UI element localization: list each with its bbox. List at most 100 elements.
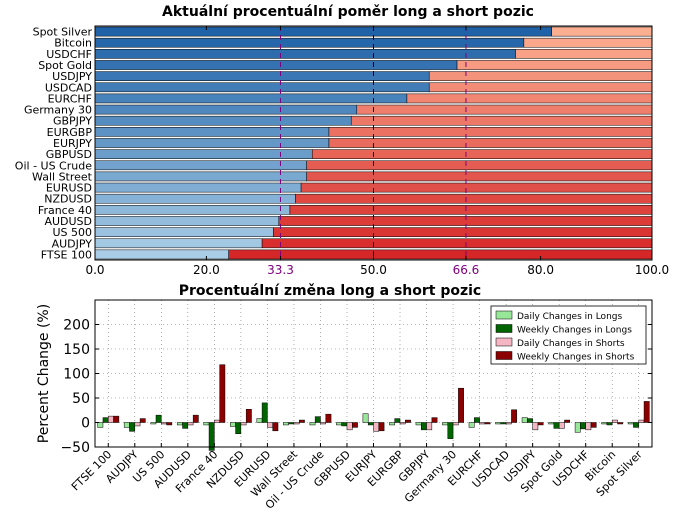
change-bar bbox=[511, 409, 517, 423]
legend-swatch bbox=[495, 337, 513, 347]
change-bar bbox=[590, 422, 597, 428]
y-tick-label: 150 bbox=[63, 342, 90, 358]
category-label: Oil - US Crude bbox=[15, 159, 92, 172]
change-bar bbox=[532, 422, 539, 431]
legend-label: Weekly Changes in Longs bbox=[517, 326, 632, 336]
y-tick-label: 0 bbox=[81, 416, 90, 432]
change-bar bbox=[108, 415, 114, 423]
change-bar bbox=[166, 422, 173, 426]
change-bar bbox=[134, 422, 141, 427]
category-label: Spot Silver bbox=[33, 26, 93, 39]
change-bar bbox=[192, 414, 199, 423]
category-label: GBPUSD bbox=[46, 148, 92, 161]
short-bar bbox=[295, 193, 653, 204]
category-label: AUDUSD bbox=[44, 215, 92, 228]
category-label: France 40 bbox=[38, 204, 92, 217]
long-bar bbox=[94, 193, 296, 204]
change-bar bbox=[203, 422, 210, 426]
short-bar bbox=[278, 216, 653, 226]
legend-swatch bbox=[495, 324, 513, 333]
change-bar bbox=[617, 422, 624, 425]
short-bar bbox=[428, 82, 653, 93]
short-bar bbox=[228, 249, 653, 260]
change-bar bbox=[611, 419, 618, 423]
legend-swatch bbox=[495, 351, 513, 360]
change-bar bbox=[208, 422, 215, 451]
change-bar bbox=[155, 414, 162, 423]
change-bar bbox=[442, 422, 449, 426]
change-bar bbox=[139, 418, 146, 423]
change-bar bbox=[627, 422, 634, 425]
long-bar bbox=[94, 138, 330, 148]
y-tick-label: 200 bbox=[63, 318, 90, 334]
change-bar bbox=[500, 422, 507, 425]
long-bar bbox=[94, 49, 516, 59]
legend-label: Daily Changes in Longs bbox=[517, 312, 622, 322]
change-bar bbox=[182, 422, 189, 429]
short-bar bbox=[350, 115, 653, 126]
change-bar bbox=[214, 419, 220, 423]
change-bar bbox=[261, 402, 268, 423]
short-bar bbox=[272, 227, 653, 237]
change-bar bbox=[346, 422, 353, 431]
short-bar bbox=[306, 171, 653, 182]
change-bar bbox=[235, 422, 242, 435]
change-bar bbox=[314, 416, 321, 423]
change-bar bbox=[240, 422, 247, 426]
change-bar bbox=[373, 422, 380, 432]
category-label: USDJPY bbox=[52, 70, 92, 83]
short-bar bbox=[406, 93, 653, 104]
long-bar bbox=[94, 182, 302, 193]
change-bar bbox=[479, 422, 486, 425]
long-bar bbox=[94, 60, 458, 70]
short-bar bbox=[328, 127, 653, 137]
short-bar bbox=[551, 26, 653, 37]
change-bar bbox=[405, 419, 411, 423]
category-label: EURUSD bbox=[46, 182, 92, 195]
long-bar bbox=[94, 160, 307, 171]
short-bar bbox=[428, 71, 653, 81]
long-bar bbox=[94, 149, 313, 159]
change-bar bbox=[288, 422, 295, 425]
category-label: NZDUSD bbox=[44, 193, 92, 206]
change-bar bbox=[505, 422, 512, 425]
change-bar bbox=[378, 422, 385, 432]
long-bar bbox=[94, 82, 430, 93]
long-bar bbox=[94, 238, 263, 249]
category-label: AUDJPY bbox=[52, 237, 93, 250]
change-bar bbox=[230, 422, 236, 427]
change-bar bbox=[574, 422, 581, 433]
long-bar bbox=[94, 205, 291, 215]
change-bar bbox=[367, 422, 374, 426]
change-bar bbox=[362, 413, 369, 423]
short-bar bbox=[311, 149, 653, 159]
legend bbox=[490, 305, 647, 365]
change-bar bbox=[161, 422, 167, 425]
change-bar bbox=[474, 417, 480, 423]
x-tick-label: 33.3 bbox=[267, 263, 294, 277]
change-bar bbox=[129, 422, 136, 432]
change-bar bbox=[267, 422, 273, 428]
change-bar bbox=[389, 422, 395, 426]
change-bar bbox=[113, 415, 120, 423]
category-label: Germany 30 bbox=[24, 104, 92, 117]
change-bar bbox=[601, 422, 608, 425]
long-bar bbox=[94, 115, 352, 126]
change-bar bbox=[527, 418, 533, 423]
bottom-chart-title: Procentuální změna long a short pozic bbox=[179, 283, 481, 299]
long-bar bbox=[94, 127, 330, 137]
top-chart-title: Aktuální procentuální poměr long a short… bbox=[162, 4, 534, 20]
change-bar bbox=[272, 422, 279, 432]
change-bar bbox=[341, 422, 348, 427]
legend-label: Weekly Changes in Shorts bbox=[517, 353, 635, 363]
change-bar bbox=[420, 422, 427, 431]
short-bar bbox=[456, 60, 653, 70]
change-bar bbox=[97, 422, 104, 428]
change-bar bbox=[447, 422, 454, 439]
long-bar bbox=[94, 71, 430, 81]
change-bar bbox=[638, 419, 645, 423]
short-bar bbox=[515, 49, 653, 59]
long-bar bbox=[94, 26, 552, 37]
change-bar bbox=[633, 422, 639, 428]
change-bar bbox=[150, 422, 157, 425]
